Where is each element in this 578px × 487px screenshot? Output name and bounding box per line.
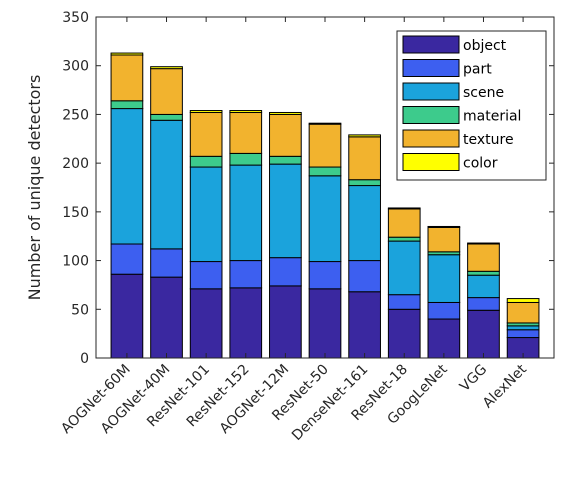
bar-segment-part bbox=[427, 301, 461, 320]
bar-segment-texture bbox=[189, 111, 223, 157]
bar-segment-texture bbox=[467, 243, 500, 272]
bar-segment-color bbox=[348, 134, 381, 138]
bar-segment-scene bbox=[269, 163, 302, 259]
bar-segment-material bbox=[308, 166, 342, 177]
bar-segment-part bbox=[189, 261, 223, 290]
bar-segment-part bbox=[506, 329, 540, 339]
bar-segment-material bbox=[110, 100, 144, 110]
bar-segment-object bbox=[308, 288, 342, 359]
legend-label-scene: scene bbox=[463, 85, 504, 101]
bar-segment-color bbox=[189, 110, 223, 113]
y-tick-label: 200 bbox=[62, 156, 89, 172]
legend-swatch-scene bbox=[402, 82, 460, 101]
bar-segment-texture bbox=[348, 136, 381, 181]
bar-segment-object bbox=[189, 288, 223, 359]
bar-segment-color bbox=[387, 207, 421, 210]
bar-segment-scene bbox=[506, 325, 540, 331]
bar-segment-part bbox=[308, 261, 342, 290]
bar-segment-color bbox=[467, 242, 500, 245]
bar-segment-part bbox=[229, 260, 263, 289]
bar-segment-scene bbox=[427, 254, 461, 303]
x-tick-label: AOGNet-60M bbox=[58, 362, 133, 437]
bar-segment-object bbox=[467, 309, 500, 359]
bar-segment-texture bbox=[506, 301, 540, 324]
bar-segment-object bbox=[269, 285, 302, 359]
bar-segment-texture bbox=[229, 111, 263, 154]
bar-segment-material bbox=[348, 179, 381, 187]
bar-segment-part bbox=[269, 257, 302, 287]
bar-segment-texture bbox=[308, 123, 342, 168]
y-tick-label: 100 bbox=[62, 254, 89, 270]
bar-segment-color bbox=[110, 52, 144, 56]
bar-segment-scene bbox=[467, 274, 500, 299]
bar-segment-material bbox=[387, 236, 421, 242]
bar-segment-scene bbox=[308, 175, 342, 263]
bar-segment-object bbox=[229, 287, 263, 359]
y-tick-label: 150 bbox=[62, 205, 89, 221]
bar-segment-scene bbox=[110, 108, 144, 245]
bar-segment-part bbox=[348, 260, 381, 293]
bar-segment-texture bbox=[269, 113, 302, 157]
bar-segment-object bbox=[150, 276, 183, 359]
bar-segment-scene bbox=[189, 166, 223, 263]
x-tick-label: AOGNet-40M bbox=[98, 362, 173, 437]
bar-segment-scene bbox=[387, 240, 421, 296]
y-tick-label: 300 bbox=[62, 59, 89, 75]
bar-segment-color bbox=[427, 225, 461, 228]
bar-segment-material bbox=[229, 152, 263, 166]
x-tick-label: VGG bbox=[457, 362, 490, 395]
bar-segment-color bbox=[229, 110, 263, 113]
x-tick-label: AOGNet-12M bbox=[217, 362, 292, 437]
bar-segment-scene bbox=[150, 119, 183, 250]
bar-segment-texture bbox=[110, 54, 144, 102]
legend-label-color: color bbox=[463, 156, 498, 172]
bar-segment-material bbox=[467, 270, 500, 276]
bar-segment-part bbox=[110, 243, 144, 275]
legend-swatch-object bbox=[402, 35, 460, 54]
bar-segment-material bbox=[189, 155, 223, 168]
bar-segment-object bbox=[427, 318, 461, 359]
bar-segment-color bbox=[308, 122, 342, 125]
legend-swatch-part bbox=[402, 59, 460, 77]
bar-segment-texture bbox=[387, 208, 421, 238]
bars-layer bbox=[110, 52, 540, 359]
axes-layer: 0 50 100 150 200 250 300 350 bbox=[62, 10, 555, 367]
bar-segment-texture bbox=[150, 68, 183, 115]
bar-segment-scene bbox=[229, 164, 263, 262]
legend-label-object: object bbox=[463, 38, 507, 54]
bar-segment-part bbox=[387, 294, 421, 310]
bar-segment-object bbox=[110, 273, 144, 359]
x-tick-label: AlexNet bbox=[480, 361, 530, 411]
bar-segment-object bbox=[348, 291, 381, 359]
y-tick-label: 50 bbox=[71, 302, 89, 318]
y-tick-label: 350 bbox=[62, 10, 89, 26]
bar-segment-texture bbox=[427, 226, 461, 253]
y-tick-label: 250 bbox=[62, 107, 89, 123]
y-axis-label: Number of unique detectors bbox=[25, 75, 44, 301]
bar-segment-part bbox=[150, 248, 183, 278]
bar-segment-material bbox=[150, 113, 183, 121]
bar-segment-material bbox=[269, 155, 302, 165]
bar-segment-part bbox=[467, 297, 500, 311]
legend-swatch-color bbox=[402, 153, 460, 171]
bar-segment-scene bbox=[348, 185, 381, 262]
bar-segment-object bbox=[387, 308, 421, 359]
legend-swatch-material bbox=[402, 106, 460, 124]
bar-segment-color bbox=[269, 111, 302, 115]
y-tick-label: 0 bbox=[80, 351, 89, 367]
legend-label-material: material bbox=[463, 109, 521, 125]
x-tick-labels: AOGNet-60MAOGNet-40MResNet-101ResNet-152… bbox=[58, 361, 530, 444]
legend-label-part: part bbox=[463, 62, 492, 78]
bar-segment-color bbox=[150, 66, 183, 70]
legend: object part scene material texture color bbox=[396, 30, 547, 181]
legend-label-texture: texture bbox=[463, 132, 514, 148]
bar-segment-color bbox=[506, 298, 540, 303]
legend-swatch-texture bbox=[402, 129, 460, 148]
